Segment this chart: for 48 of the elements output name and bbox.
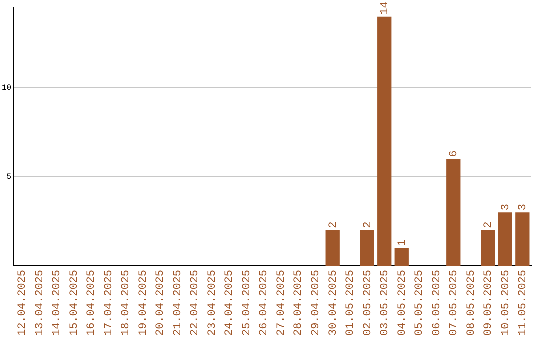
x-tick-label: 16.04.2025 [86,270,98,336]
x-tick-label: 12.04.2025 [17,270,30,336]
bar [481,230,496,266]
x-tick-label: 28.04.2025 [293,270,306,336]
x-tick-label: 10.05.2025 [500,270,512,336]
x-tick-label: 23.04.2025 [206,270,219,336]
y-tick-label: 10 [2,84,12,94]
x-tick-label: 15.04.2025 [68,270,81,336]
x-tick-label: 09.05.2025 [483,270,496,336]
data-label: 1 [396,239,409,246]
x-tick-label: 25.04.2025 [241,270,254,336]
x-tick-label: 06.05.2025 [431,270,444,336]
bar [446,159,461,266]
bar [498,212,512,266]
x-tick-label: 27.04.2025 [276,270,288,336]
data-label: 2 [362,222,374,228]
x-tick-label: 13.04.2025 [34,270,46,336]
x-tick-label: 03.05.2025 [380,270,392,336]
bar [378,16,392,266]
x-tick-label: 19.04.2025 [138,270,150,336]
x-tick-label: 29.04.2025 [310,270,322,336]
x-tick-label: 14.04.2025 [52,270,64,336]
x-tick-label: 02.05.2025 [362,270,374,336]
x-tick-label: 01.05.2025 [345,270,358,336]
data-label: 2 [328,222,340,228]
x-tick-label: 18.04.2025 [120,270,133,336]
x-tick-label: 07.05.2025 [448,270,461,336]
x-tick-label: 21.04.2025 [172,270,184,336]
bar [360,230,374,266]
x-tick-label: 17.04.2025 [103,270,116,336]
x-tick-label: 11.05.2025 [518,270,530,336]
bar [516,212,530,266]
x-tick-label: 08.05.2025 [466,270,478,336]
x-tick-label: 26.04.2025 [258,270,271,336]
x-tick-label: 24.04.2025 [224,270,236,336]
x-tick-label: 22.04.2025 [190,270,202,336]
data-label: 2 [483,222,496,228]
y-tick-label: 5 [6,173,12,182]
bar [326,230,340,266]
x-tick-label: 30.04.2025 [328,270,340,336]
data-label: 14 [380,1,392,15]
data-label: 3 [518,204,530,211]
x-tick-label: 04.05.2025 [396,270,409,336]
bar [394,248,409,266]
data-label: 3 [500,204,512,211]
data-label: 6 [448,150,461,158]
x-tick-label: 20.04.2025 [155,270,168,336]
x-tick-label: 05.05.2025 [414,270,426,336]
